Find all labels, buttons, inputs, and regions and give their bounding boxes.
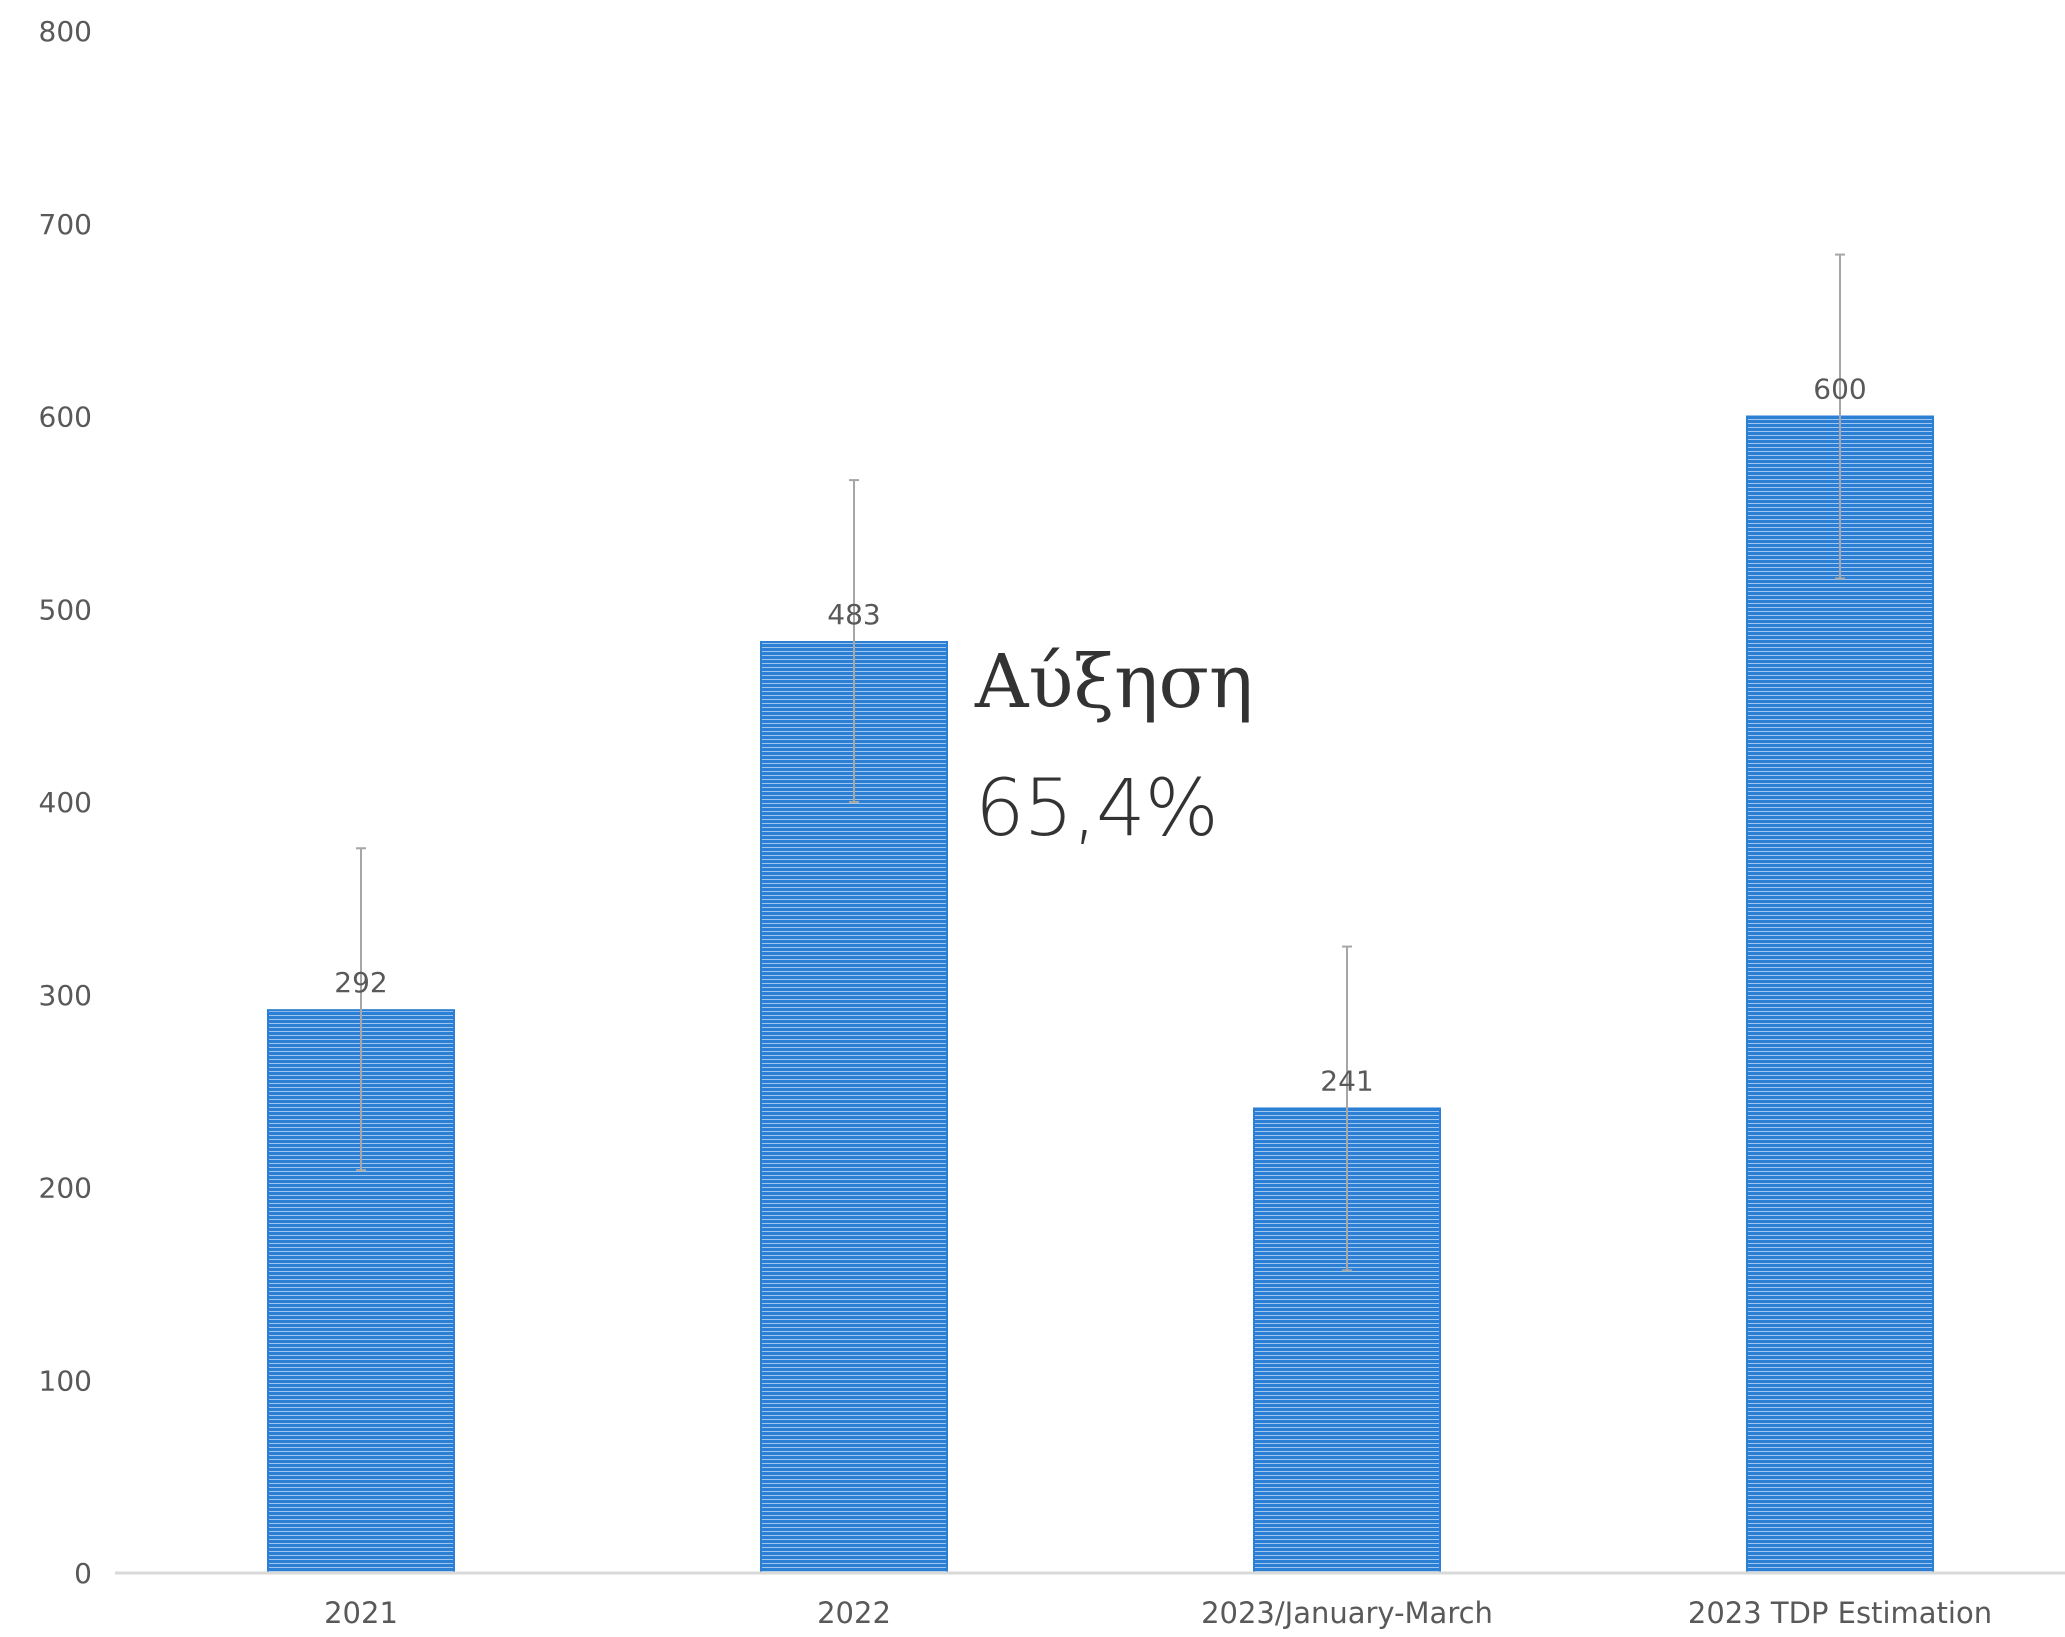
y-tick-label: 800 bbox=[39, 15, 92, 48]
bar bbox=[1746, 415, 1934, 1574]
annotation-value: 65,4% bbox=[975, 764, 1219, 854]
annotation-title: Αύξηση bbox=[975, 639, 1254, 725]
y-tick-label: 100 bbox=[39, 1364, 92, 1397]
y-tick-label: 500 bbox=[39, 593, 92, 626]
x-axis: 2021 2022 2023/January-March 2023 TDP Estim… bbox=[115, 1571, 2065, 1630]
data-label: 483 bbox=[827, 598, 880, 631]
error-bars bbox=[356, 253, 1845, 1272]
x-tick-label: 2021 bbox=[324, 1596, 398, 1630]
x-tick-label: 2023/January-March bbox=[1201, 1596, 1493, 1630]
data-label: 241 bbox=[1320, 1064, 1373, 1097]
data-labels: 292 483 241 600 bbox=[334, 373, 1866, 1098]
data-label: 292 bbox=[334, 966, 387, 999]
data-label: 600 bbox=[1813, 373, 1866, 406]
y-tick-label: 400 bbox=[39, 786, 92, 819]
y-tick-label: 600 bbox=[39, 401, 92, 434]
x-tick-label: 2023 TDP Estimation bbox=[1688, 1596, 1992, 1630]
y-tick-label: 0 bbox=[74, 1557, 92, 1590]
y-tick-label: 700 bbox=[39, 208, 92, 241]
bars bbox=[267, 415, 1934, 1575]
y-tick-label: 300 bbox=[39, 979, 92, 1012]
y-axis: 0 100 200 300 400 500 600 700 800 bbox=[39, 15, 92, 1590]
x-tick-label: 2022 bbox=[817, 1596, 891, 1630]
y-tick-label: 200 bbox=[39, 1172, 92, 1205]
